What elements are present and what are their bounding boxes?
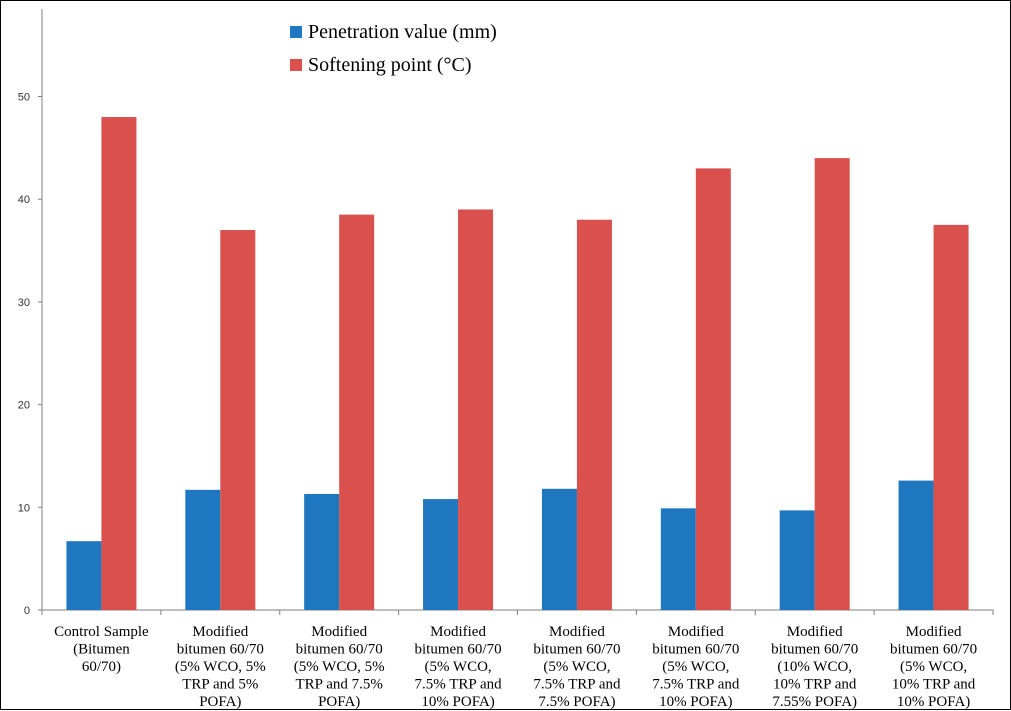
y-tick-label: 10 [18, 502, 30, 514]
bar-penetration [66, 541, 102, 610]
bar-softening [220, 230, 256, 610]
x-tick-label: Modified bitumen 60/70 (5% WCO, 10% TRP and… [890, 624, 977, 710]
bar-penetration [898, 480, 934, 610]
x-tick-label: Modified bitumen 60/70 (5% WCO, 7.5% TRP an… [415, 624, 503, 710]
bar-penetration [660, 508, 696, 610]
legend-label: Penetration value (mm) [308, 21, 497, 43]
x-tick-label: Control Sample (Bitumen 60/70) [54, 624, 149, 675]
y-tick-label: 20 [18, 400, 30, 412]
y-tick-label: 0 [24, 605, 30, 617]
legend-swatch [290, 26, 302, 38]
x-tick-label: Modified bitumen 60/70 (5% WCO, 5% TRP and … [175, 624, 266, 710]
y-tick-label: 40 [18, 194, 30, 206]
legend-label: Softening point (°C) [308, 54, 472, 76]
bar-softening [933, 224, 969, 610]
bar-softening [814, 158, 850, 610]
bar-softening [339, 214, 375, 611]
bar-softening [576, 219, 612, 611]
bar-softening [458, 209, 494, 610]
bar-penetration [423, 499, 459, 610]
x-tick-label: Modified bitumen 60/70 (10% WCO, 10% TRP an… [771, 624, 858, 710]
x-tick-label: Modified bitumen 60/70 (5% WCO, 7.5% TRP an… [652, 624, 740, 710]
bar-softening [695, 168, 731, 610]
legend-swatch [290, 59, 302, 71]
bar-penetration [185, 489, 221, 610]
bar-penetration [304, 493, 340, 610]
bar-softening [101, 117, 137, 610]
y-tick-label: 50 [18, 92, 30, 104]
bar-penetration [779, 510, 815, 610]
y-tick-label: 30 [18, 297, 30, 309]
x-tick-label: Modified bitumen 60/70 (5% WCO, 7.5% TRP an… [533, 624, 621, 710]
x-tick-label: Modified bitumen 60/70 (5% WCO, 5% TRP and … [294, 624, 385, 710]
bar-penetration [541, 488, 577, 610]
